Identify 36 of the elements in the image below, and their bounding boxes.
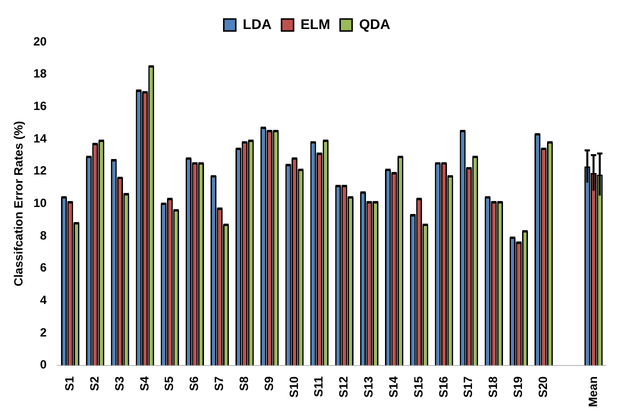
- x-tick-label: S8: [236, 376, 251, 392]
- x-tick-label: S15: [411, 376, 426, 398]
- x-tick-label: S4: [137, 376, 152, 392]
- x-tick-label: S16: [436, 376, 450, 398]
- legend-label: QDA: [359, 16, 390, 32]
- y-tick-label: 18: [33, 66, 48, 81]
- y-tick-label: 4: [40, 292, 48, 307]
- x-tick-label: S6: [187, 376, 202, 392]
- y-tick-label: 16: [33, 98, 48, 113]
- y-tick-label: 10: [33, 196, 48, 210]
- x-tick-label: S3: [112, 376, 126, 392]
- x-tick-label: S20: [536, 376, 550, 398]
- x-tick-label: S7: [212, 376, 226, 392]
- legend-label: LDA: [242, 16, 272, 32]
- x-tick-label: S14: [386, 376, 400, 398]
- x-tick-label: S9: [262, 376, 276, 392]
- y-tick-label: 0: [40, 358, 48, 372]
- x-tick-label: Mean: [586, 376, 600, 408]
- y-axis-title: Classifcation Error Rates (%): [12, 120, 26, 286]
- x-tick-label: S5: [162, 376, 176, 392]
- legend-label: ELM: [300, 16, 330, 32]
- x-tick-label: S1: [62, 376, 77, 392]
- y-tick-label: 12: [33, 164, 48, 178]
- x-tick-label: S17: [461, 376, 476, 398]
- x-tick-label: S11: [312, 376, 326, 398]
- x-tick-label: S12: [336, 376, 351, 398]
- y-tick-label: 2: [40, 325, 48, 340]
- y-tick-label: 14: [33, 131, 48, 146]
- x-tick-label: S10: [286, 376, 301, 398]
- x-tick-label: S2: [87, 376, 102, 392]
- x-tick-label: S18: [486, 376, 500, 398]
- y-tick-label: 20: [33, 34, 48, 48]
- x-tick-label: S19: [511, 376, 526, 398]
- y-tick-label: 6: [40, 260, 48, 275]
- y-tick-label: 8: [40, 228, 48, 242]
- x-tick-label: S13: [362, 376, 376, 398]
